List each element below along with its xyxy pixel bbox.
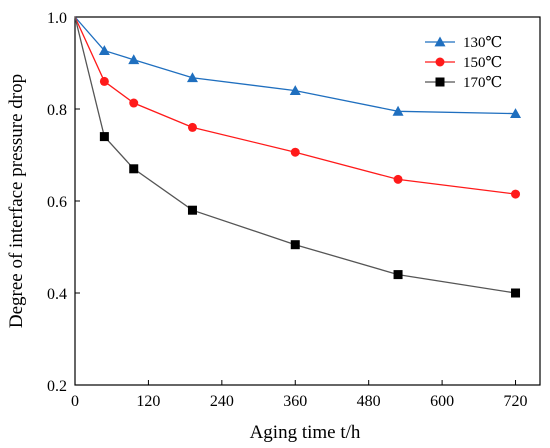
data-point	[187, 205, 197, 215]
legend-item-2: 170℃	[425, 75, 502, 91]
data-point	[511, 288, 521, 298]
y-tick-label: 1.0	[47, 10, 67, 27]
legend-item-0: 130℃	[425, 35, 502, 51]
data-point	[510, 108, 522, 118]
axes	[74, 16, 541, 386]
x-tick-label: 120	[136, 393, 160, 410]
ticks: 0 120 240 360 480 600 720 0.2 0.4 0.6 0.8 1.0	[47, 10, 528, 410]
x-axis-title: Aging time t/h	[250, 422, 361, 443]
series-0	[74, 16, 522, 118]
legend: 130℃ 150℃ 170℃	[425, 35, 502, 91]
series-2	[74, 16, 521, 298]
legend-label: 150℃	[463, 55, 502, 71]
y-tick-label: 0.2	[47, 378, 67, 395]
y-axis-title: Degree of interface pressure drop	[6, 74, 27, 328]
data-point	[129, 98, 139, 108]
series-line	[74, 16, 516, 195]
x-tick-label: 720	[504, 393, 528, 410]
x-tick-label: 360	[283, 393, 307, 410]
data-point	[393, 174, 403, 184]
data-point	[289, 85, 301, 95]
plot-frame	[74, 16, 541, 386]
series-line	[74, 16, 516, 115]
x-tick-label: 480	[357, 393, 381, 410]
data-point	[290, 147, 300, 157]
data-point	[393, 270, 403, 280]
y-tick-label: 0.6	[47, 194, 67, 211]
data-point	[511, 189, 521, 199]
data-point	[99, 76, 109, 86]
legend-marker	[435, 77, 445, 87]
x-tick-label: 600	[430, 393, 454, 410]
legend-item-1: 150℃	[425, 55, 502, 71]
data-point	[186, 72, 198, 83]
y-tick-label: 0.8	[47, 102, 67, 119]
legend-marker	[435, 57, 445, 67]
data-point	[98, 45, 110, 55]
data-point	[128, 54, 140, 65]
legend-label: 130℃	[463, 35, 502, 51]
x-tick-label: 0	[71, 393, 79, 410]
y-tick-label: 0.4	[47, 286, 67, 303]
legend-label: 170℃	[463, 75, 502, 91]
series-layer	[74, 16, 522, 298]
data-point	[187, 122, 197, 132]
data-point	[290, 240, 300, 250]
data-point	[129, 164, 139, 174]
data-point	[392, 105, 404, 116]
legend-marker	[434, 36, 446, 47]
data-point	[99, 132, 109, 142]
x-tick-label: 240	[210, 393, 234, 410]
series-1	[74, 16, 521, 199]
